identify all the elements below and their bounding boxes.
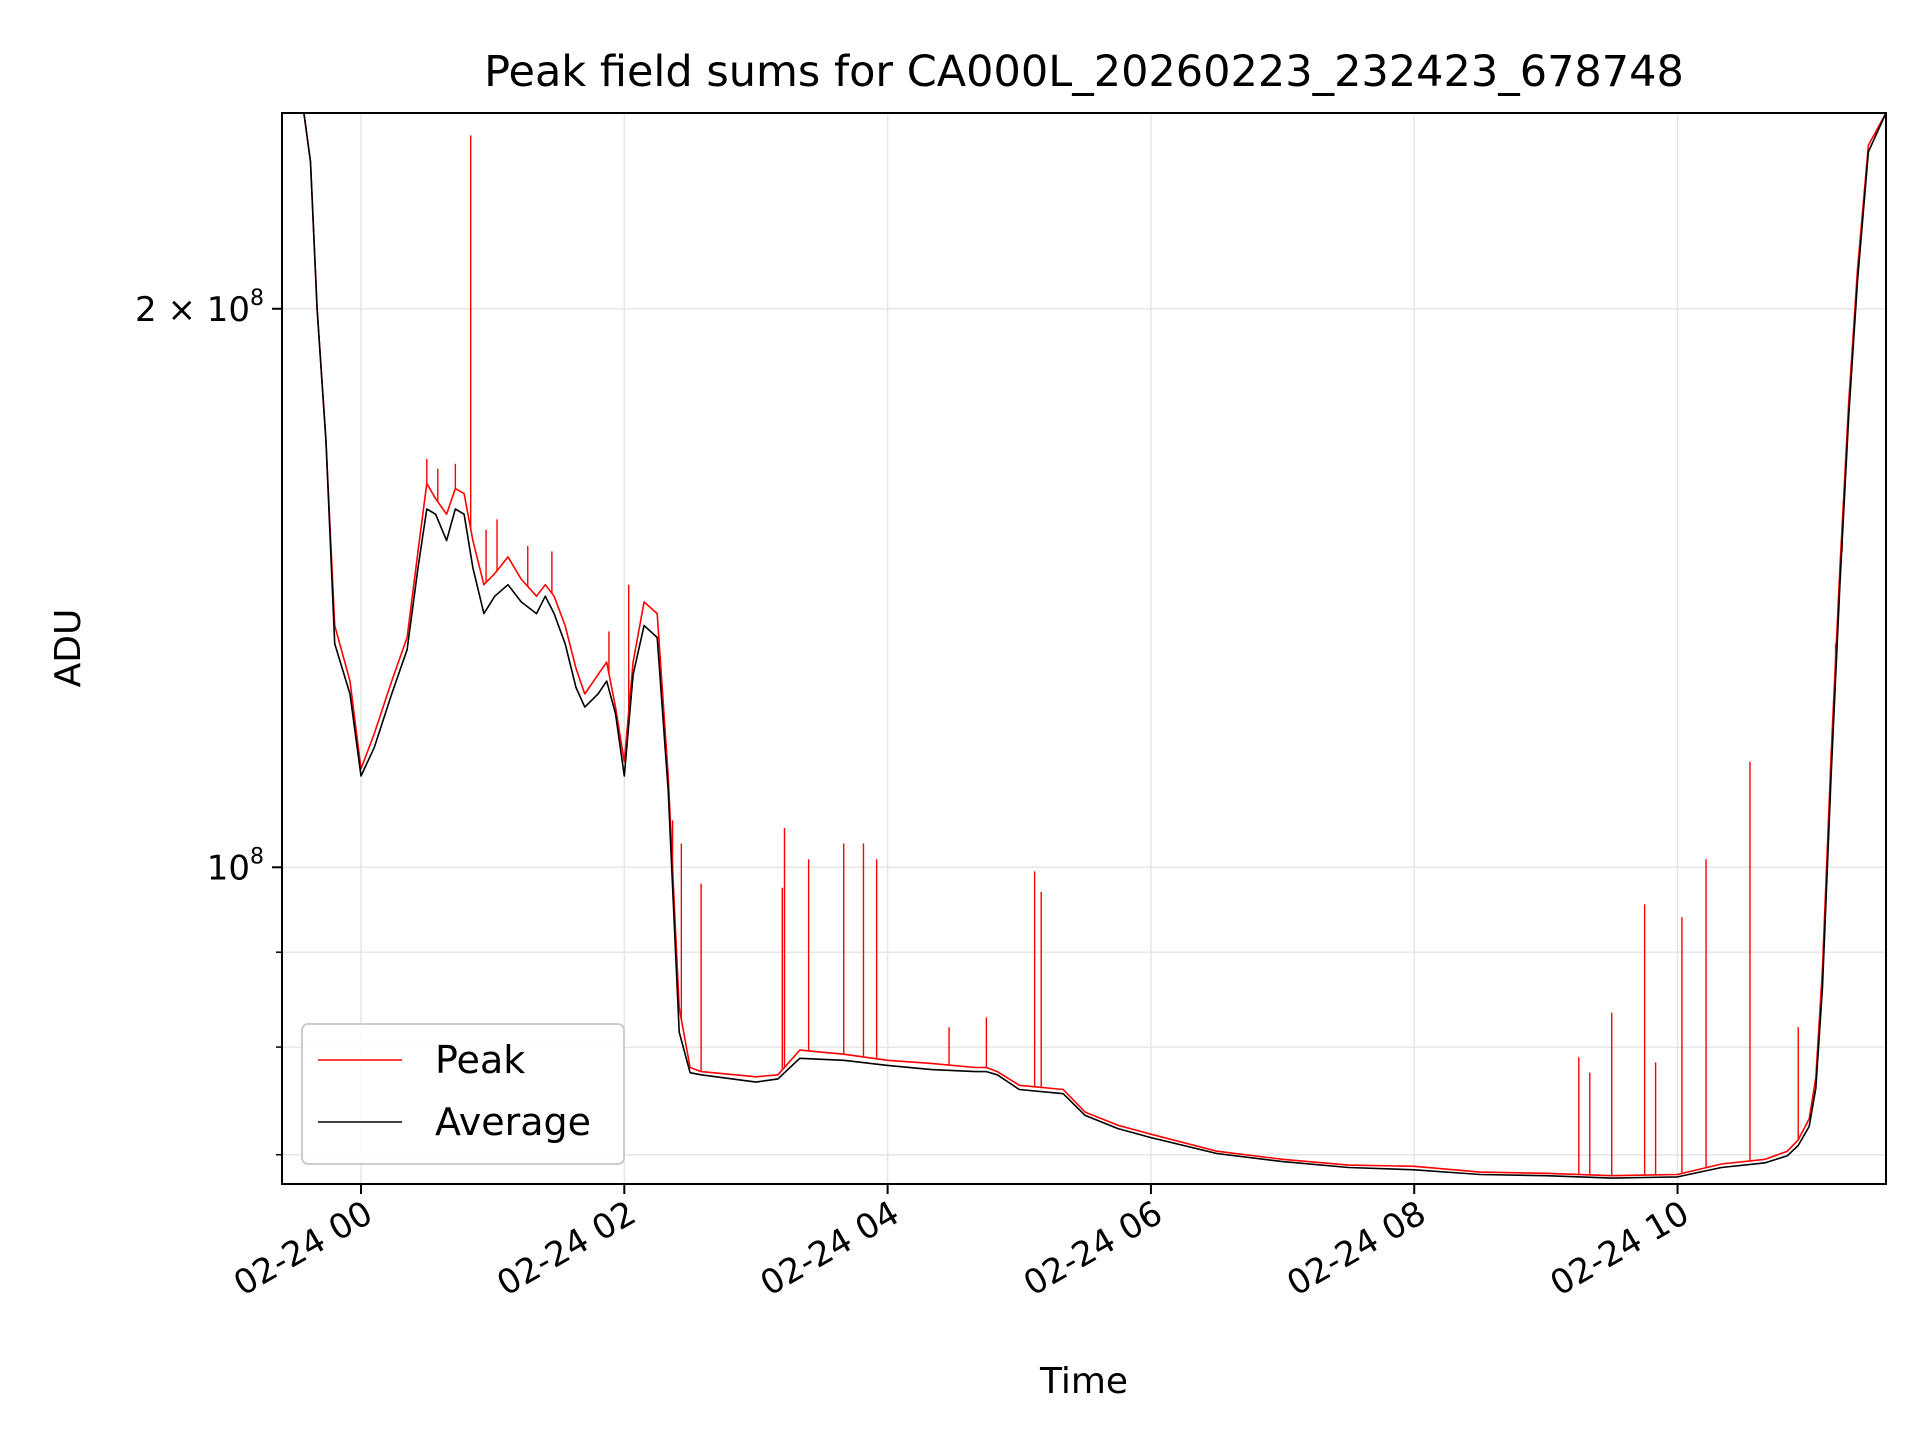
legend: Peak Average	[301, 1023, 625, 1165]
legend-label-average: Average	[435, 1100, 591, 1144]
axes-frame	[281, 112, 1887, 1185]
plot-area	[282, 113, 1886, 1179]
chart-title: Peak field sums for CA000L_20260223_2324…	[484, 47, 1684, 97]
x-axis-label: Time	[1039, 1361, 1128, 1402]
series-peak	[282, 113, 1886, 1177]
legend-label-peak: Peak	[435, 1038, 525, 1082]
series-line-average	[282, 113, 1886, 1179]
series-line-peak	[282, 113, 1886, 1177]
y-axis-label: ADU	[48, 609, 89, 688]
legend-box	[301, 1023, 625, 1165]
series-average	[282, 113, 1886, 1179]
y-tick-label: 2 × 108	[135, 286, 264, 330]
